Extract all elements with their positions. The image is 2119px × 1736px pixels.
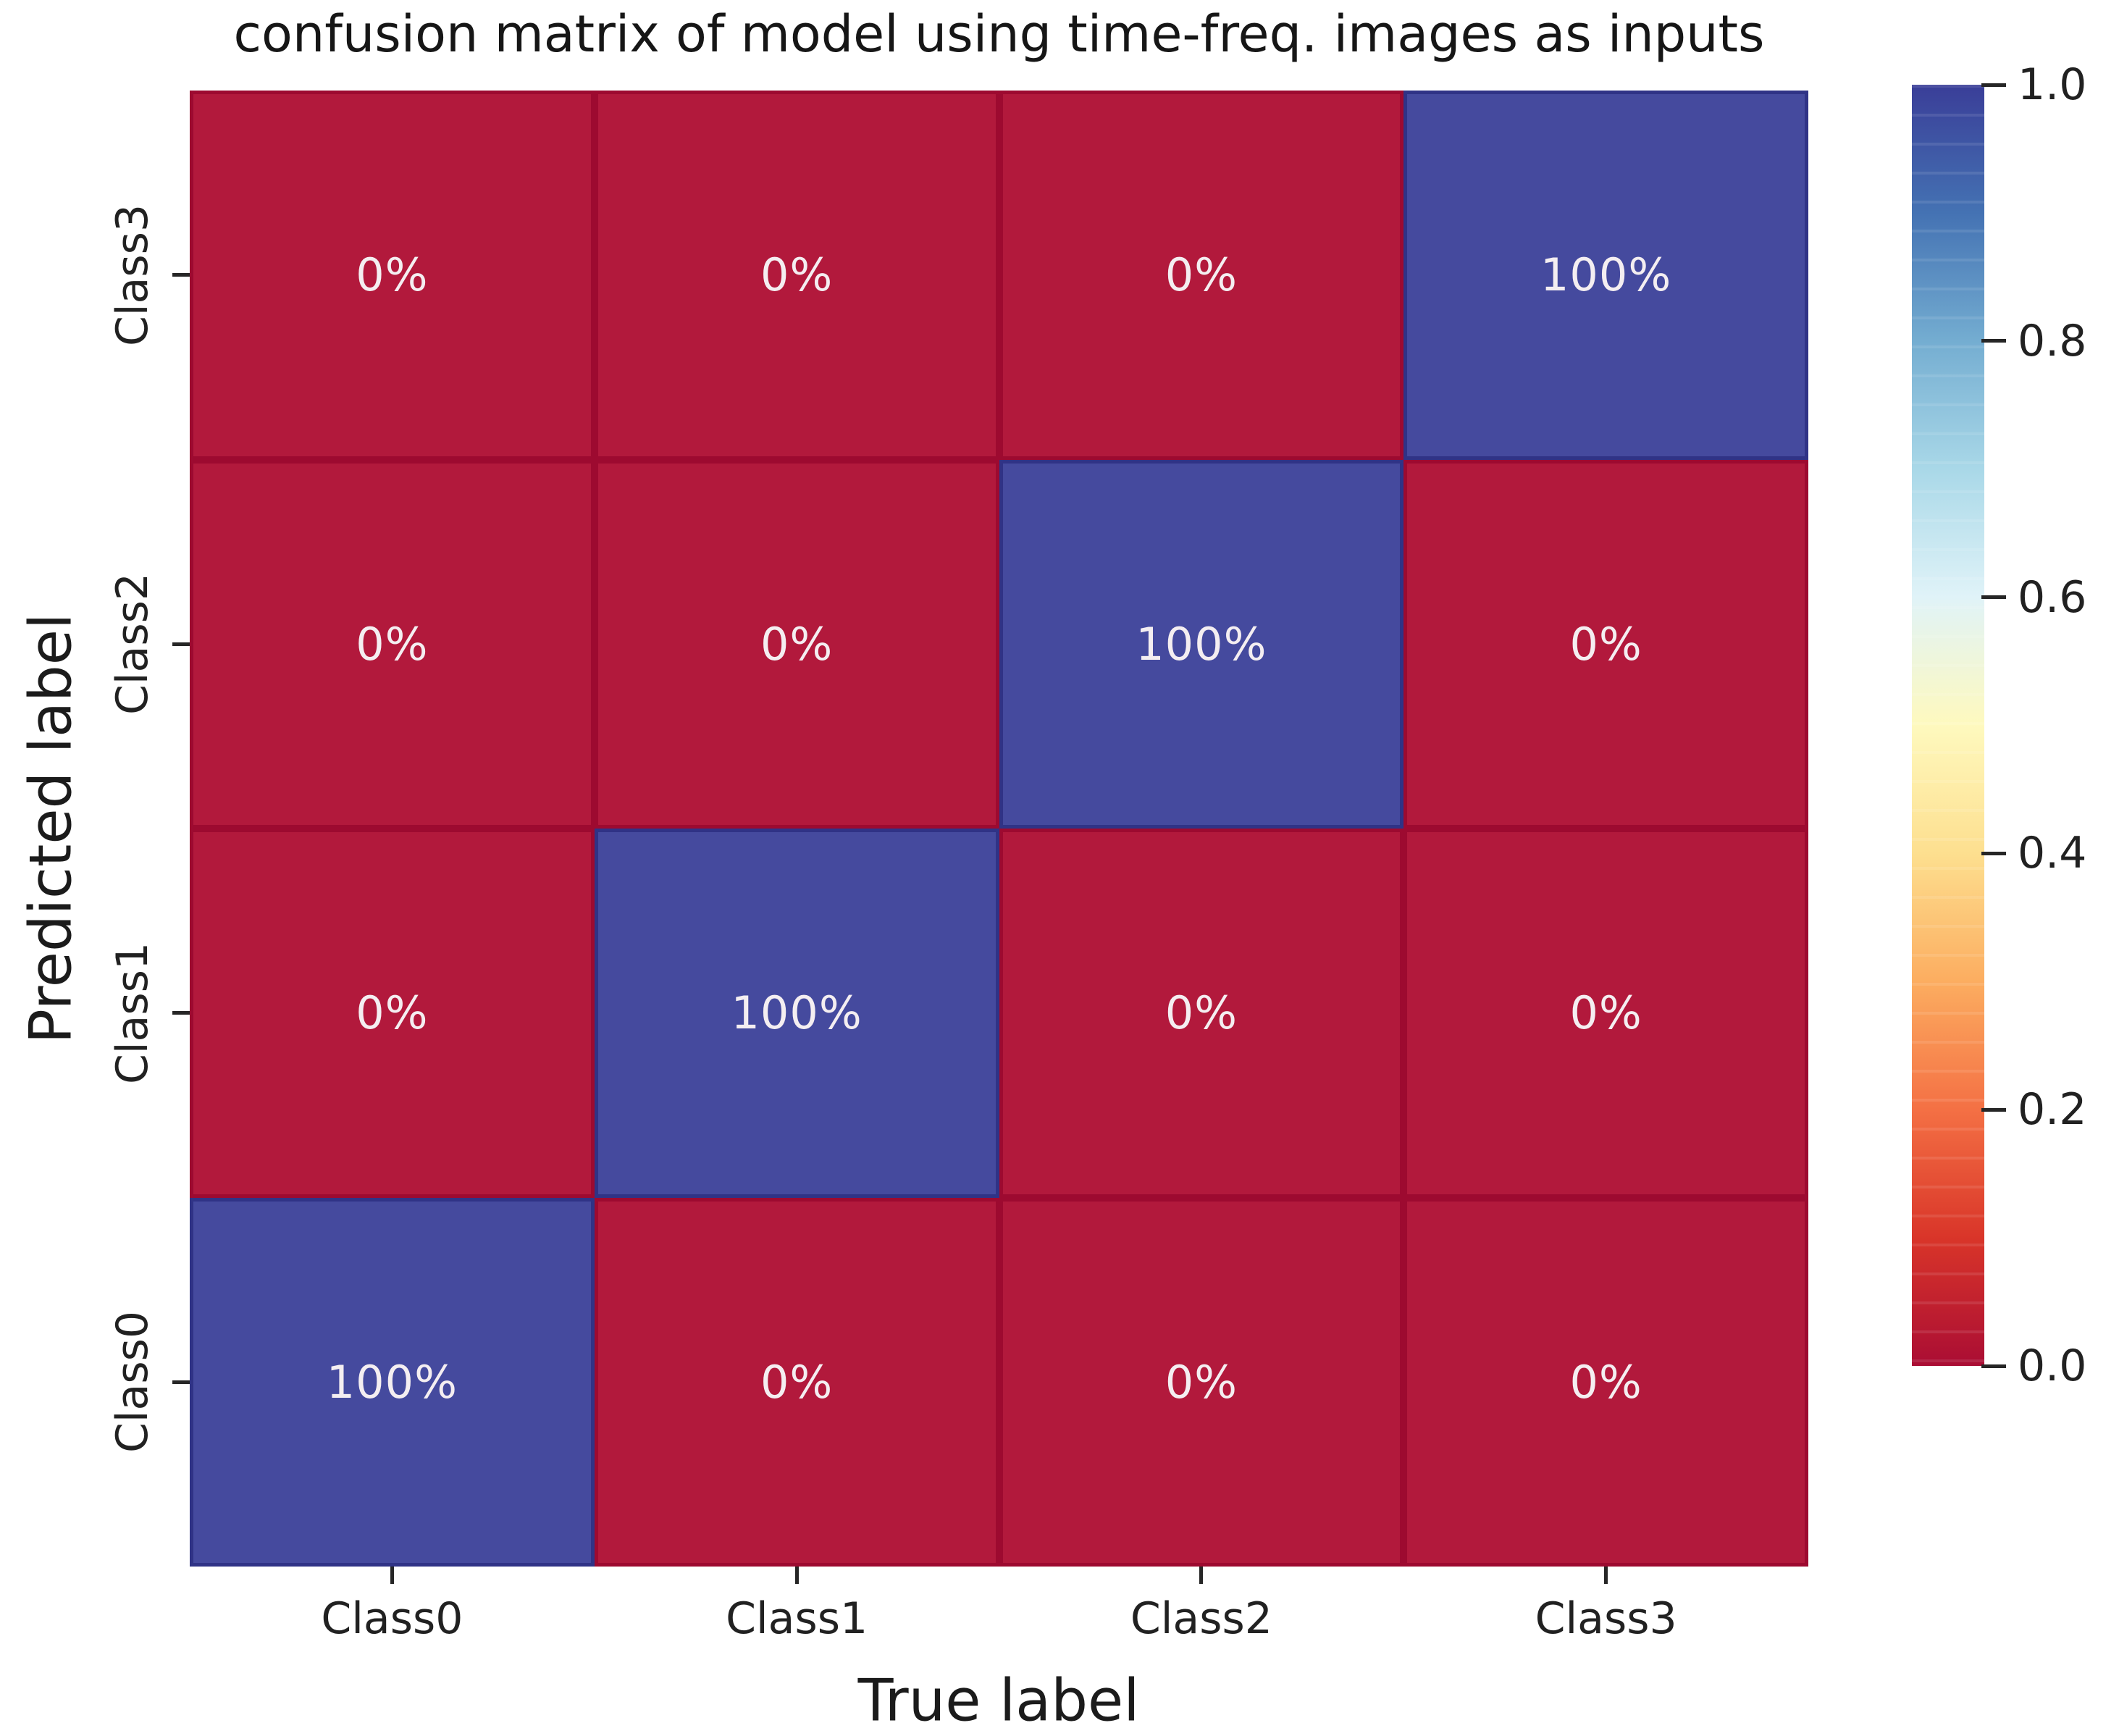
heatmap-cell: 100% (594, 829, 999, 1198)
y-tick-label: Class1 (107, 942, 158, 1084)
colorbar-tick-label: 0.0 (2018, 1341, 2087, 1391)
x-axis-label: True label (857, 1666, 1140, 1735)
colorbar-tick-mark (1981, 83, 2006, 87)
heatmap-cell: 0% (190, 91, 595, 460)
x-tick-label: Class3 (1535, 1593, 1677, 1644)
colorbar-tick-label: 1.0 (2018, 59, 2087, 110)
cell-value-label: 0% (356, 986, 429, 1040)
x-tick-mark (390, 1567, 394, 1584)
heatmap-cell: 0% (999, 91, 1404, 460)
x-tick-label: Class1 (726, 1593, 868, 1644)
x-tick-mark (1604, 1567, 1608, 1584)
heatmap-cell: 0% (594, 459, 999, 829)
heatmap-cell: 0% (594, 1197, 999, 1567)
cell-value-label: 0% (1165, 1355, 1238, 1409)
y-tick-label: Class2 (107, 573, 158, 716)
colorbar-tick-label: 0.4 (2018, 828, 2087, 879)
heatmap-cell: 0% (999, 829, 1404, 1198)
y-tick-label: Class0 (107, 1311, 158, 1454)
heatmap-cell: 0% (1403, 829, 1808, 1198)
cell-value-label: 0% (1569, 986, 1642, 1040)
colorbar-tick-mark (1981, 339, 2006, 343)
y-tick-mark (172, 1011, 190, 1015)
colorbar-tick-label: 0.8 (2018, 315, 2087, 366)
colorbar-tick-mark (1981, 595, 2006, 600)
y-tick-mark (172, 1380, 190, 1384)
y-tick-label: Class3 (107, 204, 158, 346)
cell-value-label: 0% (760, 617, 834, 671)
cell-value-label: 100% (1136, 617, 1267, 671)
chart-title: confusion matrix of model using time-fre… (233, 4, 1765, 64)
heatmap-cell: 0% (190, 829, 595, 1198)
y-tick-mark (172, 273, 190, 277)
cell-value-label: 0% (1165, 986, 1238, 1040)
colorbar (1912, 85, 1984, 1366)
cell-value-label: 0% (760, 248, 834, 302)
cell-value-label: 0% (1569, 617, 1642, 671)
cell-value-label: 0% (1165, 248, 1238, 302)
colorbar-tick-mark (1981, 1107, 2006, 1112)
x-tick-mark (794, 1567, 799, 1584)
cell-value-label: 0% (356, 248, 429, 302)
cell-value-label: 0% (1569, 1355, 1642, 1409)
heatmap-cell: 0% (1403, 459, 1808, 829)
heatmap-cell: 100% (999, 459, 1404, 829)
cell-value-label: 0% (356, 617, 429, 671)
heatmap-cell: 100% (1403, 91, 1808, 460)
colorbar-tick-mark (1981, 1364, 2006, 1368)
x-tick-label: Class2 (1130, 1593, 1272, 1644)
heatmap-cell: 0% (190, 459, 595, 829)
heatmap-cell: 0% (594, 91, 999, 460)
y-tick-mark (172, 642, 190, 646)
x-tick-mark (1199, 1567, 1204, 1584)
heatmap-cell: 0% (1403, 1197, 1808, 1567)
cell-value-label: 100% (731, 986, 863, 1040)
colorbar-tick-label: 0.2 (2018, 1084, 2087, 1136)
cell-value-label: 0% (760, 1355, 834, 1409)
x-tick-label: Class0 (321, 1593, 463, 1644)
heatmap-grid: 0% 0% 0% 100% 0% 0% 100% 0% 0% 100% 0% 0% 100% 0% 0% 0% (190, 91, 1808, 1567)
colorbar-tick-mark (1981, 851, 2006, 855)
heatmap-cell: 0% (999, 1197, 1404, 1567)
cell-value-label: 100% (326, 1355, 458, 1409)
y-axis-label: Predicted label (17, 613, 85, 1044)
colorbar-tick-label: 0.6 (2018, 571, 2087, 623)
heatmap-cell: 100% (190, 1197, 595, 1567)
cell-value-label: 100% (1540, 248, 1672, 302)
